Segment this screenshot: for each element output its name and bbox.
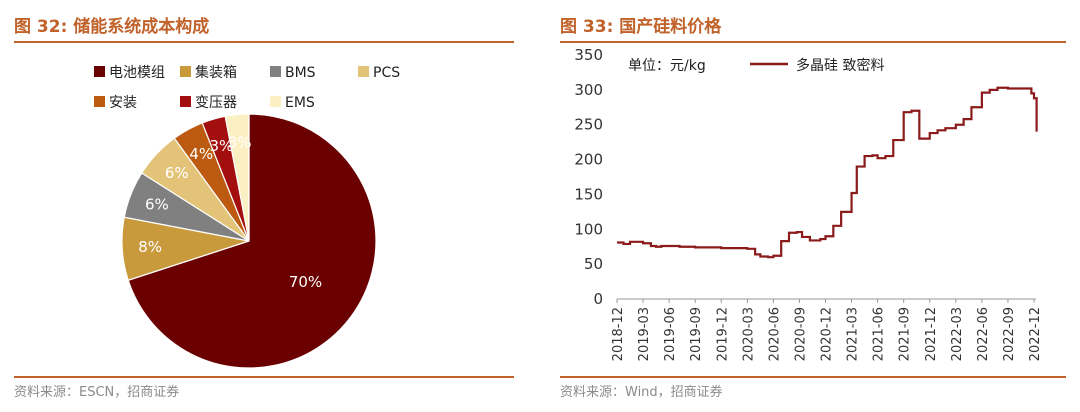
y-tick-label: 350 [574, 46, 603, 64]
legend-swatch [270, 96, 281, 107]
legend-label: PCS [373, 65, 400, 81]
legend-swatch [180, 96, 191, 107]
legend-label: 电池模组 [109, 65, 165, 81]
source-note: 资料来源：ESCN，招商证券 [14, 385, 180, 400]
slice-label: 8% [138, 238, 162, 256]
chart-title: 图 33: 国产硅料价格 [560, 17, 722, 37]
right-panel: 图 33: 国产硅料价格 0 50 100 150 200 250 300 350 2018-1… [560, 0, 1066, 412]
y-tick-label: 100 [574, 220, 603, 238]
slice-label: 70% [289, 273, 322, 291]
x-tick-label: 2021-09 [898, 307, 913, 361]
chart-title: 图 32: 储能系统成本构成 [14, 17, 210, 37]
x-tick-label: 2020-12 [820, 307, 835, 361]
footer-divider [560, 376, 1066, 378]
legend-swatch [94, 96, 105, 107]
y-tick-label: 250 [574, 116, 603, 134]
left-panel: 图 32: 储能系统成本构成 电池模组 集装箱 BMS PCS 安装 变压器 EMS 70% 8… [14, 0, 514, 412]
title-divider [14, 41, 514, 43]
y-tick-label: 0 [593, 290, 603, 308]
slice-label: 4% [189, 145, 213, 163]
legend-label: 变压器 [195, 95, 237, 111]
pie-slice [224, 113, 250, 242]
y-tick-label: 150 [574, 185, 603, 203]
x-tick-label: 2019-12 [715, 307, 730, 361]
unit-label: 单位：元/kg [628, 58, 706, 74]
footer-divider [14, 376, 514, 378]
legend-label: 多晶硅 致密料 [796, 57, 884, 74]
x-tick-label: 2021-12 [924, 307, 939, 361]
x-tick-label: 2022-03 [950, 307, 965, 361]
source-note: 资料来源：Wind，招商证券 [560, 385, 723, 400]
legend-swatch [358, 66, 369, 77]
series-line [617, 86, 1038, 259]
y-tick-label: 200 [574, 151, 603, 169]
legend-label: 安装 [109, 95, 137, 111]
legend-label: EMS [285, 95, 315, 111]
x-tick-label: 2020-03 [741, 307, 756, 361]
x-tick-label: 2018-12 [611, 307, 626, 361]
x-tick-label: 2022-06 [976, 307, 991, 361]
x-tick-label: 2019-03 [637, 307, 652, 361]
slice-label: 3% [209, 137, 233, 155]
x-tick-label: 2022-12 [1028, 307, 1043, 361]
line-chart: 0 50 100 150 200 250 300 350 2018-12 2019-03 2019-… [574, 46, 1043, 361]
x-tick-label: 2022-09 [1002, 307, 1017, 361]
slice-label: 6% [165, 164, 189, 182]
title-divider [560, 41, 1066, 43]
legend-swatch [94, 66, 105, 77]
x-tick-label: 2019-09 [689, 307, 704, 361]
legend-swatch [270, 66, 281, 77]
x-tick-label: 2020-09 [793, 307, 808, 361]
pie-slice [127, 113, 377, 369]
x-tick-label: 2021-03 [846, 307, 861, 361]
slice-label: 6% [145, 196, 169, 214]
legend-label: BMS [285, 65, 316, 81]
legend-swatch [180, 66, 191, 77]
legend-label: 集装箱 [195, 64, 237, 81]
y-tick-label: 50 [584, 255, 603, 273]
x-tick-label: 2019-06 [663, 307, 678, 361]
x-tick-label: 2020-06 [767, 307, 782, 361]
x-tick-label: 2021-06 [872, 307, 887, 361]
y-tick-label: 300 [574, 81, 603, 99]
slice-label: 3% [228, 133, 252, 151]
